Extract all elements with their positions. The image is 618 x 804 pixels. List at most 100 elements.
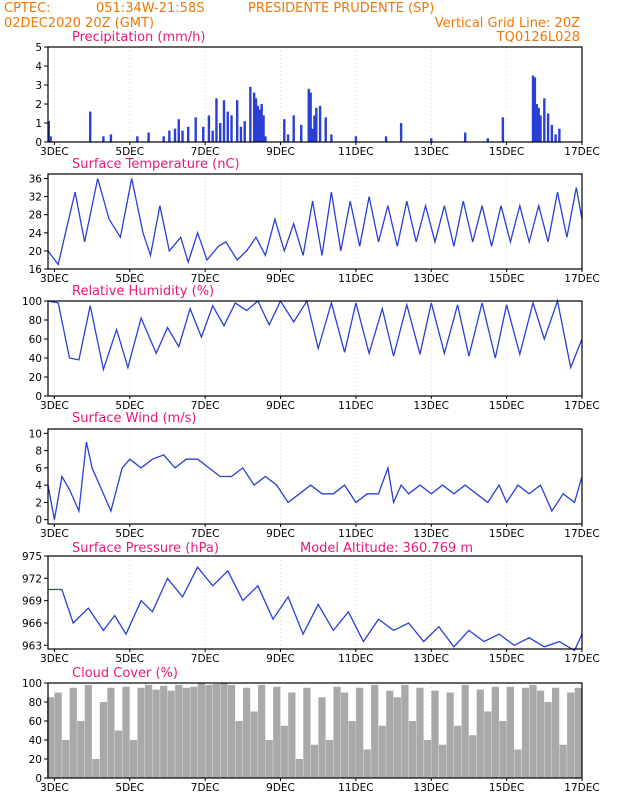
cloud-cover-bar: [559, 744, 567, 778]
cloud-cover-bar: [393, 697, 401, 778]
precipitation-bar: [258, 109, 261, 142]
precipitation-bar: [262, 115, 265, 142]
cloud-cover-bar: [303, 687, 311, 778]
precipitation-bar: [168, 130, 171, 142]
cloud-cover-frame: [47, 682, 583, 779]
precipitation-bar: [315, 107, 318, 142]
precipitation-bar: [243, 121, 246, 142]
temperature-xtick-label: 17DEC: [564, 273, 599, 285]
wind-panel: 0 2 4 6 8 10 3DEC 5DEC 7DEC 9DEC 11DEC 13DEC 15DEC 17…: [29, 411, 600, 540]
wind-ytick-label: 4: [35, 480, 42, 492]
temperature-xtick-label: 7DEC: [191, 273, 220, 285]
pressure-xtick-label: 11DEC: [338, 653, 373, 665]
wind-xtick-label: 13DEC: [414, 528, 449, 540]
temperature-series-line: [47, 178, 583, 267]
header-station: PRESIDENTE PRUDENTE (SP): [248, 1, 434, 16]
precipitation-ytick-label: 1: [35, 118, 42, 130]
cloud-cover-bar: [227, 684, 236, 778]
precipitation-bar: [147, 132, 150, 142]
precipitation-bar: [256, 105, 260, 142]
precipitation-bar: [226, 111, 229, 142]
pressure-frame: [47, 555, 583, 650]
precipitation-bar: [486, 138, 489, 142]
precipitation-bar: [215, 98, 218, 142]
cloud-cover-bar: [167, 690, 175, 778]
cloud-cover-ytick-label: 100: [22, 678, 42, 690]
cloud-cover-bar: [356, 687, 364, 778]
wind-ytick-label: 8: [35, 446, 42, 458]
cloud-cover-bar: [348, 721, 356, 778]
cloud-cover-bar: [69, 687, 77, 778]
cloud-cover-bar: [499, 721, 507, 778]
precipitation-ytick-label: 0: [35, 137, 42, 149]
cloud-cover-bar: [54, 692, 62, 778]
temperature-ytick-label: 24: [29, 228, 43, 240]
cloud-cover-bar: [340, 692, 349, 778]
humidity-xtick-label: 9DEC: [266, 400, 295, 412]
humidity-xtick-label: 13DEC: [414, 400, 449, 412]
cloud-cover-bar: [446, 692, 454, 778]
precipitation-bar: [186, 126, 190, 142]
pressure-ytick-label: 975: [22, 551, 42, 563]
temperature-xtick-label: 15DEC: [489, 273, 524, 285]
cloud-cover-bar: [491, 686, 499, 778]
cloud-cover-bar: [129, 740, 138, 778]
humidity-ytick-label: 20: [29, 372, 42, 384]
cloud-cover-bar: [438, 744, 447, 778]
wind-ytick-label: 2: [35, 497, 42, 509]
precipitation-bar: [501, 117, 505, 142]
cloud-cover-bar: [190, 686, 198, 778]
cloud-cover-bar: [506, 686, 515, 778]
pressure-xtick-label: 5DEC: [115, 653, 144, 665]
precipitation-bar: [207, 115, 211, 142]
pressure-ytick-label: 963: [22, 640, 42, 652]
cloud-cover-ytick-label: 80: [29, 697, 42, 709]
humidity-ytick-label: 40: [29, 353, 42, 365]
cloud-cover-bar: [182, 687, 190, 778]
cloud-cover-bar: [371, 684, 379, 778]
pressure-xtick-label: 15DEC: [489, 653, 524, 665]
temperature-xtick-label: 11DEC: [338, 273, 373, 285]
pressure-panel: 963 966 969 972 975 3DEC 5DEC 7DEC 9DEC 11DEC 13DE…: [22, 541, 600, 665]
cloud-cover-xtick-label: 5DEC: [115, 782, 144, 794]
cloud-cover-bar: [378, 725, 386, 778]
precipitation-bar: [252, 92, 256, 142]
precipitation-ytick-label: 3: [35, 80, 42, 92]
header-code: TQ0126L028: [496, 30, 580, 45]
humidity-ytick-label: 80: [29, 315, 42, 327]
temperature-ytick-label: 32: [29, 192, 42, 204]
humidity-xtick-label: 5DEC: [115, 400, 144, 412]
precipitation-bar: [222, 100, 226, 142]
precipitation-bar: [318, 105, 322, 142]
precipitation-bar: [202, 126, 205, 142]
pressure-xtick-label: 3DEC: [40, 653, 69, 665]
cloud-cover-xtick-label: 13DEC: [414, 782, 449, 794]
humidity-xtick-label: 11DEC: [338, 400, 373, 412]
wind-xtick-label: 3DEC: [40, 528, 69, 540]
precipitation-bar: [354, 136, 358, 142]
precipitation-bar: [384, 136, 388, 142]
cloud-cover-panel: 0 20 40 60 80 100 3DEC 5DEC 7DEC 9DEC 11DEC 13DEC 15…: [22, 666, 600, 794]
header-datetime: 02DEC2020 20Z (GMT): [4, 16, 154, 31]
precipitation-bar: [550, 124, 554, 142]
cloud-cover-bar: [77, 721, 85, 778]
humidity-frame: [47, 300, 583, 397]
humidity-ytick-label: 0: [35, 391, 42, 403]
temperature-ytick-label: 36: [29, 174, 43, 186]
meteogram-header: CPTEC: 051:34W-21:58S PRESIDENTE PRUDENT…: [4, 1, 580, 556]
cloud-cover-bar: [401, 684, 409, 778]
precipitation-bar: [309, 92, 312, 142]
cloud-cover-bar: [235, 721, 243, 778]
cloud-cover-bar: [212, 683, 221, 778]
precipitation-bar: [89, 111, 92, 142]
cloud-cover-bar: [175, 684, 183, 778]
precipitation-xtick-label: 15DEC: [489, 146, 524, 158]
cloud-cover-bar: [92, 759, 100, 778]
precipitation-title: Precipitation (mm/h): [72, 30, 205, 45]
cloud-cover-bar: [258, 684, 266, 778]
pressure-series-line: [48, 566, 583, 652]
precipitation-bar: [219, 123, 222, 142]
cloud-cover-ytick-label: 40: [29, 735, 42, 747]
precipitation-bar: [239, 126, 243, 142]
cloud-cover-xtick-label: 3DEC: [40, 782, 69, 794]
